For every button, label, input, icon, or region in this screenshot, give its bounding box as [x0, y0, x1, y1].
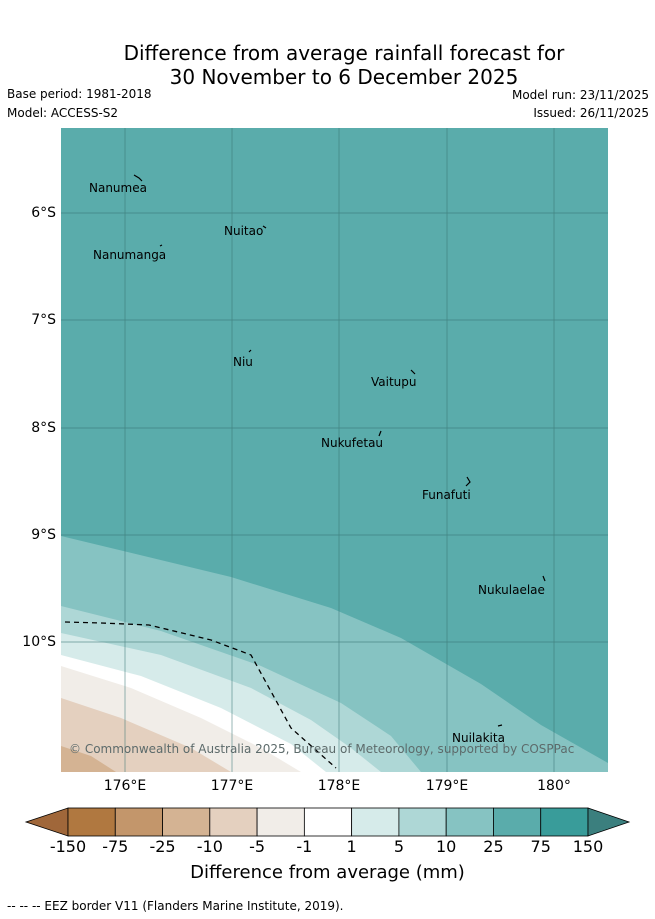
eez-legend: -- -- -- EEZ border V11 (Flanders Marine… [7, 899, 344, 913]
base-period: Base period: 1981-2018 [7, 87, 152, 101]
colorbar-swatch [162, 807, 211, 837]
island-funafuti [465, 476, 471, 487]
colorbar [24, 807, 631, 837]
colorbar-label: -5 [249, 837, 266, 856]
colorbar-title: Difference from average (mm) [190, 862, 465, 883]
colorbar-label: 25 [483, 837, 504, 856]
rainfall-map: Nanumea Nuitao Nanumanga Niu Vaitupu Nuk… [61, 128, 608, 772]
colorbar-label: -75 [102, 837, 129, 856]
place-niu: Niu [233, 355, 253, 369]
colorbar-swatch [493, 807, 542, 837]
colorbar-swatch [114, 807, 163, 837]
place-nukulaelae: Nukulaelae [478, 583, 545, 597]
colorbar-swatch [445, 807, 494, 837]
colorbar-swatch [303, 807, 353, 837]
place-nukufetau: Nukufetau [321, 436, 384, 450]
colorbar-swatch [67, 807, 116, 837]
colorbar-swatch [351, 807, 400, 837]
rainfall-contours [61, 128, 608, 772]
place-nanumanga: Nanumanga [93, 248, 167, 262]
lon-label-179e: 179°E [425, 778, 469, 794]
lon-label-176e: 176°E [103, 778, 147, 794]
place-vaitupu: Vaitupu [371, 375, 417, 389]
colorbar-swatch [209, 807, 258, 837]
island-niu [248, 349, 252, 353]
island-nuitao [262, 225, 267, 229]
map-title: Difference from average rainfall forecas… [0, 41, 655, 89]
colorbar-label: 5 [393, 837, 404, 856]
place-nanumea: Nanumea [89, 181, 147, 195]
band-minus-5-10 [61, 698, 231, 772]
lon-label-177e: 177°E [210, 778, 254, 794]
island-nukufetau [378, 430, 382, 437]
colorbar-swatch [256, 807, 305, 837]
band-minus-10-25 [61, 746, 116, 772]
colorbar-extend-high [587, 807, 631, 837]
colorbar-extend-low [24, 807, 69, 837]
copyright-notice: © Commonwealth of Australia 2025, Bureau… [69, 742, 575, 756]
colorbar-swatch [540, 807, 589, 837]
island-nuilakita [497, 724, 503, 727]
island-nanumanga [159, 244, 163, 247]
lon-label-180: 180° [537, 778, 571, 794]
colorbar-label: 150 [572, 837, 604, 856]
model-name: Model: ACCESS-S2 [7, 106, 119, 120]
eez-border [64, 621, 337, 769]
model-run: Model run: 23/11/2025 [511, 88, 649, 102]
island-vaitupu [410, 369, 416, 375]
colorbar-label: 75 [530, 837, 551, 856]
place-nuilakita: Nuilakita [452, 731, 505, 745]
island-outlines [133, 174, 546, 727]
colorbar-label: 10 [435, 837, 457, 856]
colorbar-label: 1 [346, 837, 357, 856]
lat-label-8s: 8°S [31, 420, 56, 436]
colorbar-label: -25 [149, 837, 176, 856]
lat-label-9s: 9°S [31, 527, 56, 543]
island-nanumea [133, 174, 143, 182]
colorbar-label: -1 [296, 837, 313, 856]
colorbar-swatch [398, 807, 447, 837]
place-funafuti: Funafuti [422, 488, 471, 502]
island-nukulaelae [542, 575, 546, 582]
title-line-1: Difference from average rainfall forecas… [123, 41, 565, 65]
graticule [61, 128, 608, 772]
lon-label-178e: 178°E [317, 778, 361, 794]
lat-label-10s: 10°S [22, 634, 56, 650]
place-nuitao: Nuitao [224, 224, 264, 238]
lat-label-6s: 6°S [31, 205, 56, 221]
colorbar-label: -10 [196, 837, 223, 856]
issued-date: Issued: 26/11/2025 [533, 106, 649, 120]
lat-label-7s: 7°S [31, 312, 56, 328]
title-line-2: 30 November to 6 December 2025 [169, 65, 519, 89]
colorbar-label: -150 [49, 837, 87, 856]
